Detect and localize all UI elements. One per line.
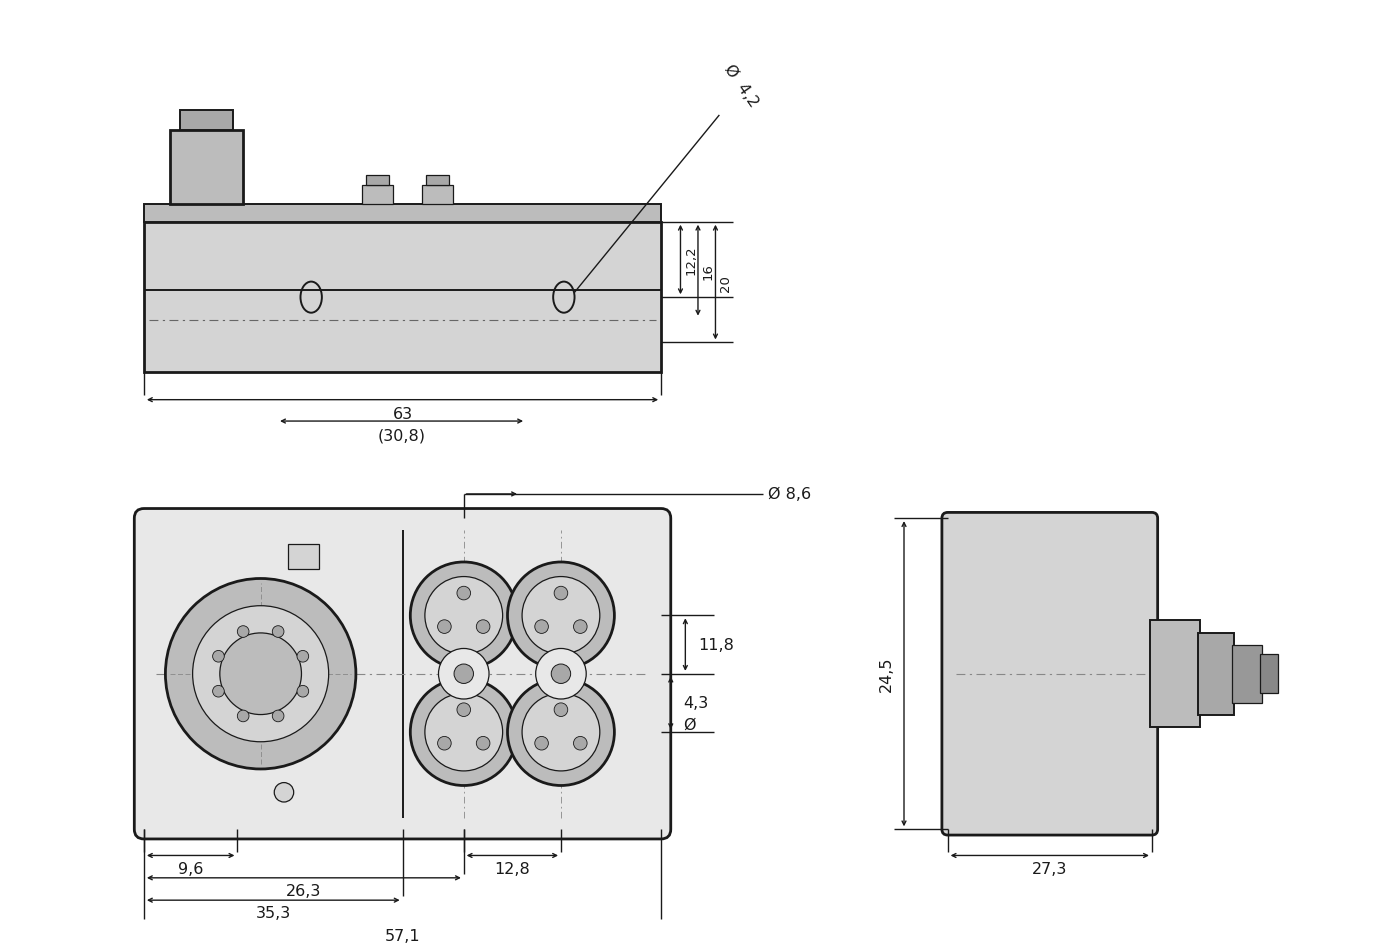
Circle shape (410, 563, 517, 669)
Circle shape (410, 679, 517, 785)
Circle shape (535, 649, 587, 700)
Polygon shape (144, 223, 661, 373)
Polygon shape (170, 130, 243, 205)
Text: (30,8): (30,8) (378, 428, 425, 443)
Text: 4,3: 4,3 (683, 696, 708, 711)
Circle shape (507, 563, 615, 669)
Circle shape (192, 606, 329, 742)
Text: 20: 20 (719, 275, 732, 291)
Polygon shape (180, 111, 233, 130)
Text: 12,2: 12,2 (684, 245, 697, 275)
Text: 26,3: 26,3 (286, 883, 322, 898)
Circle shape (551, 665, 570, 683)
FancyBboxPatch shape (134, 509, 671, 839)
Circle shape (272, 710, 284, 722)
Circle shape (297, 650, 308, 663)
Text: 9,6: 9,6 (178, 861, 204, 876)
Circle shape (535, 620, 548, 633)
Circle shape (477, 736, 489, 750)
Circle shape (555, 703, 567, 716)
Circle shape (439, 649, 489, 700)
Text: Ø 8,6: Ø 8,6 (768, 487, 811, 502)
Text: 24,5: 24,5 (880, 656, 894, 692)
Circle shape (573, 736, 587, 750)
Text: 11,8: 11,8 (698, 637, 733, 652)
Text: 35,3: 35,3 (255, 905, 291, 920)
Circle shape (457, 586, 471, 600)
Circle shape (438, 736, 452, 750)
Circle shape (555, 586, 567, 600)
Circle shape (237, 710, 250, 722)
Circle shape (477, 620, 489, 633)
Circle shape (438, 620, 452, 633)
Polygon shape (1232, 645, 1262, 703)
Circle shape (454, 665, 474, 683)
Polygon shape (1199, 633, 1235, 715)
Text: Ø  4,2: Ø 4,2 (721, 62, 761, 110)
Circle shape (573, 620, 587, 633)
Polygon shape (425, 176, 449, 186)
Polygon shape (365, 176, 389, 186)
Circle shape (507, 679, 615, 785)
Circle shape (272, 626, 284, 638)
Circle shape (213, 650, 224, 663)
Circle shape (425, 577, 503, 654)
Circle shape (275, 783, 294, 802)
Circle shape (425, 694, 503, 771)
Text: Ø: Ø (683, 717, 696, 732)
Circle shape (166, 579, 355, 769)
Circle shape (297, 685, 308, 698)
FancyBboxPatch shape (942, 513, 1157, 835)
Circle shape (457, 703, 471, 716)
Polygon shape (422, 186, 453, 205)
Text: 16: 16 (701, 262, 715, 279)
Text: 63: 63 (393, 406, 413, 421)
Text: 12,8: 12,8 (495, 861, 530, 876)
Circle shape (523, 577, 599, 654)
Text: 57,1: 57,1 (385, 928, 421, 943)
Circle shape (237, 626, 250, 638)
Polygon shape (1260, 654, 1278, 694)
Polygon shape (144, 205, 661, 223)
Circle shape (213, 685, 224, 698)
Polygon shape (361, 186, 393, 205)
Circle shape (220, 633, 301, 715)
Polygon shape (1150, 620, 1200, 728)
Circle shape (523, 694, 599, 771)
Text: 27,3: 27,3 (1032, 861, 1068, 876)
Circle shape (535, 736, 548, 750)
Bar (287, 544, 319, 569)
